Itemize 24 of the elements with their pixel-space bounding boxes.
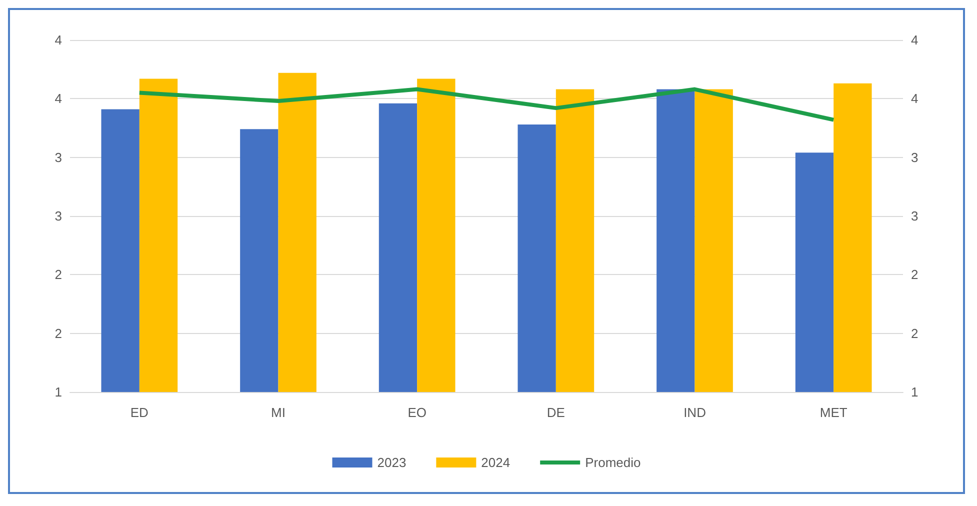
legend-label: Promedio — [585, 455, 641, 470]
y2-tick-label: 4 — [911, 32, 918, 48]
x-tick-label: MET — [820, 405, 848, 420]
y-tick-label: 3 — [54, 208, 62, 224]
y2-tick-label: 1 — [911, 384, 918, 400]
y2-tick-label: 3 — [911, 150, 918, 165]
y2-tick-label: 2 — [911, 267, 918, 282]
legend-label: 2024 — [481, 455, 510, 470]
x-tick-label: IND — [684, 405, 706, 420]
y-tick-label: 2 — [54, 326, 62, 341]
y2-tick-label: 2 — [911, 326, 918, 341]
y-tick-label: 2 — [54, 267, 62, 282]
x-tick-label: DE — [546, 405, 566, 420]
y2-tick-label: 3 — [911, 208, 918, 224]
y-tick-label: 4 — [54, 32, 62, 48]
x-tick-label: EO — [408, 405, 426, 420]
line-series — [137, 87, 836, 122]
y-tick-label: 4 — [54, 91, 62, 106]
y-tick-label: 1 — [54, 384, 62, 400]
legend-label: 2023 — [377, 455, 406, 470]
x-tick-label: ED — [130, 405, 148, 420]
y2-tick-label: 4 — [911, 91, 918, 106]
y-tick-label: 3 — [54, 150, 62, 165]
x-tick-label: MI — [271, 405, 286, 420]
